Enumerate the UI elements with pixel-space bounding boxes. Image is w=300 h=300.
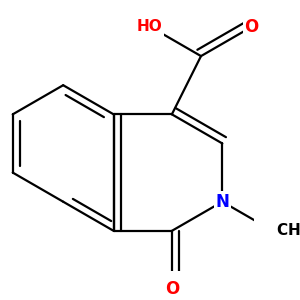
Text: O: O	[244, 18, 259, 36]
Text: O: O	[165, 280, 179, 298]
Text: CH$_3$: CH$_3$	[276, 221, 300, 240]
Text: HO: HO	[137, 20, 163, 34]
Text: N: N	[215, 193, 229, 211]
